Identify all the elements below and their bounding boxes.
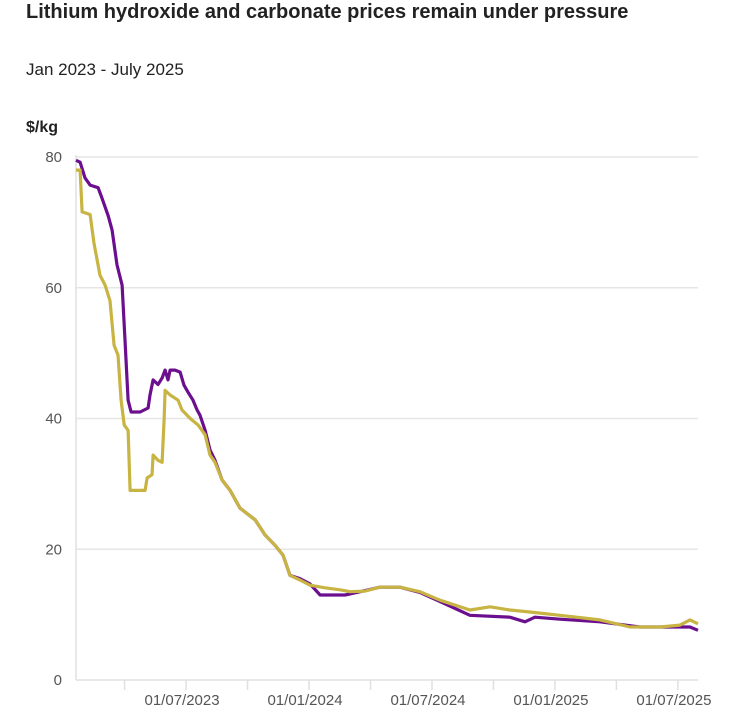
x-tick-label: 01/01/2025 (513, 692, 588, 709)
y-tick-label: 0 (54, 672, 62, 689)
x-tick-label: 01/07/2025 (636, 692, 711, 709)
series-line-gold (76, 168, 699, 629)
y-tick-label: 80 (45, 149, 62, 166)
x-tick-label: 01/07/2024 (390, 692, 465, 709)
chart-title: Lithium hydroxide and carbonate prices r… (26, 1, 629, 23)
y-axis-label: $/kg (26, 119, 59, 136)
x-tick-label: 01/07/2023 (145, 692, 220, 709)
y-tick-label: 60 (45, 280, 62, 297)
y-tick-label: 40 (45, 411, 62, 428)
chart-subtitle: Jan 2023 - July 2025 (26, 60, 184, 79)
x-tick-label: 01/01/2024 (267, 692, 342, 709)
y-tick-label: 20 (45, 541, 62, 558)
